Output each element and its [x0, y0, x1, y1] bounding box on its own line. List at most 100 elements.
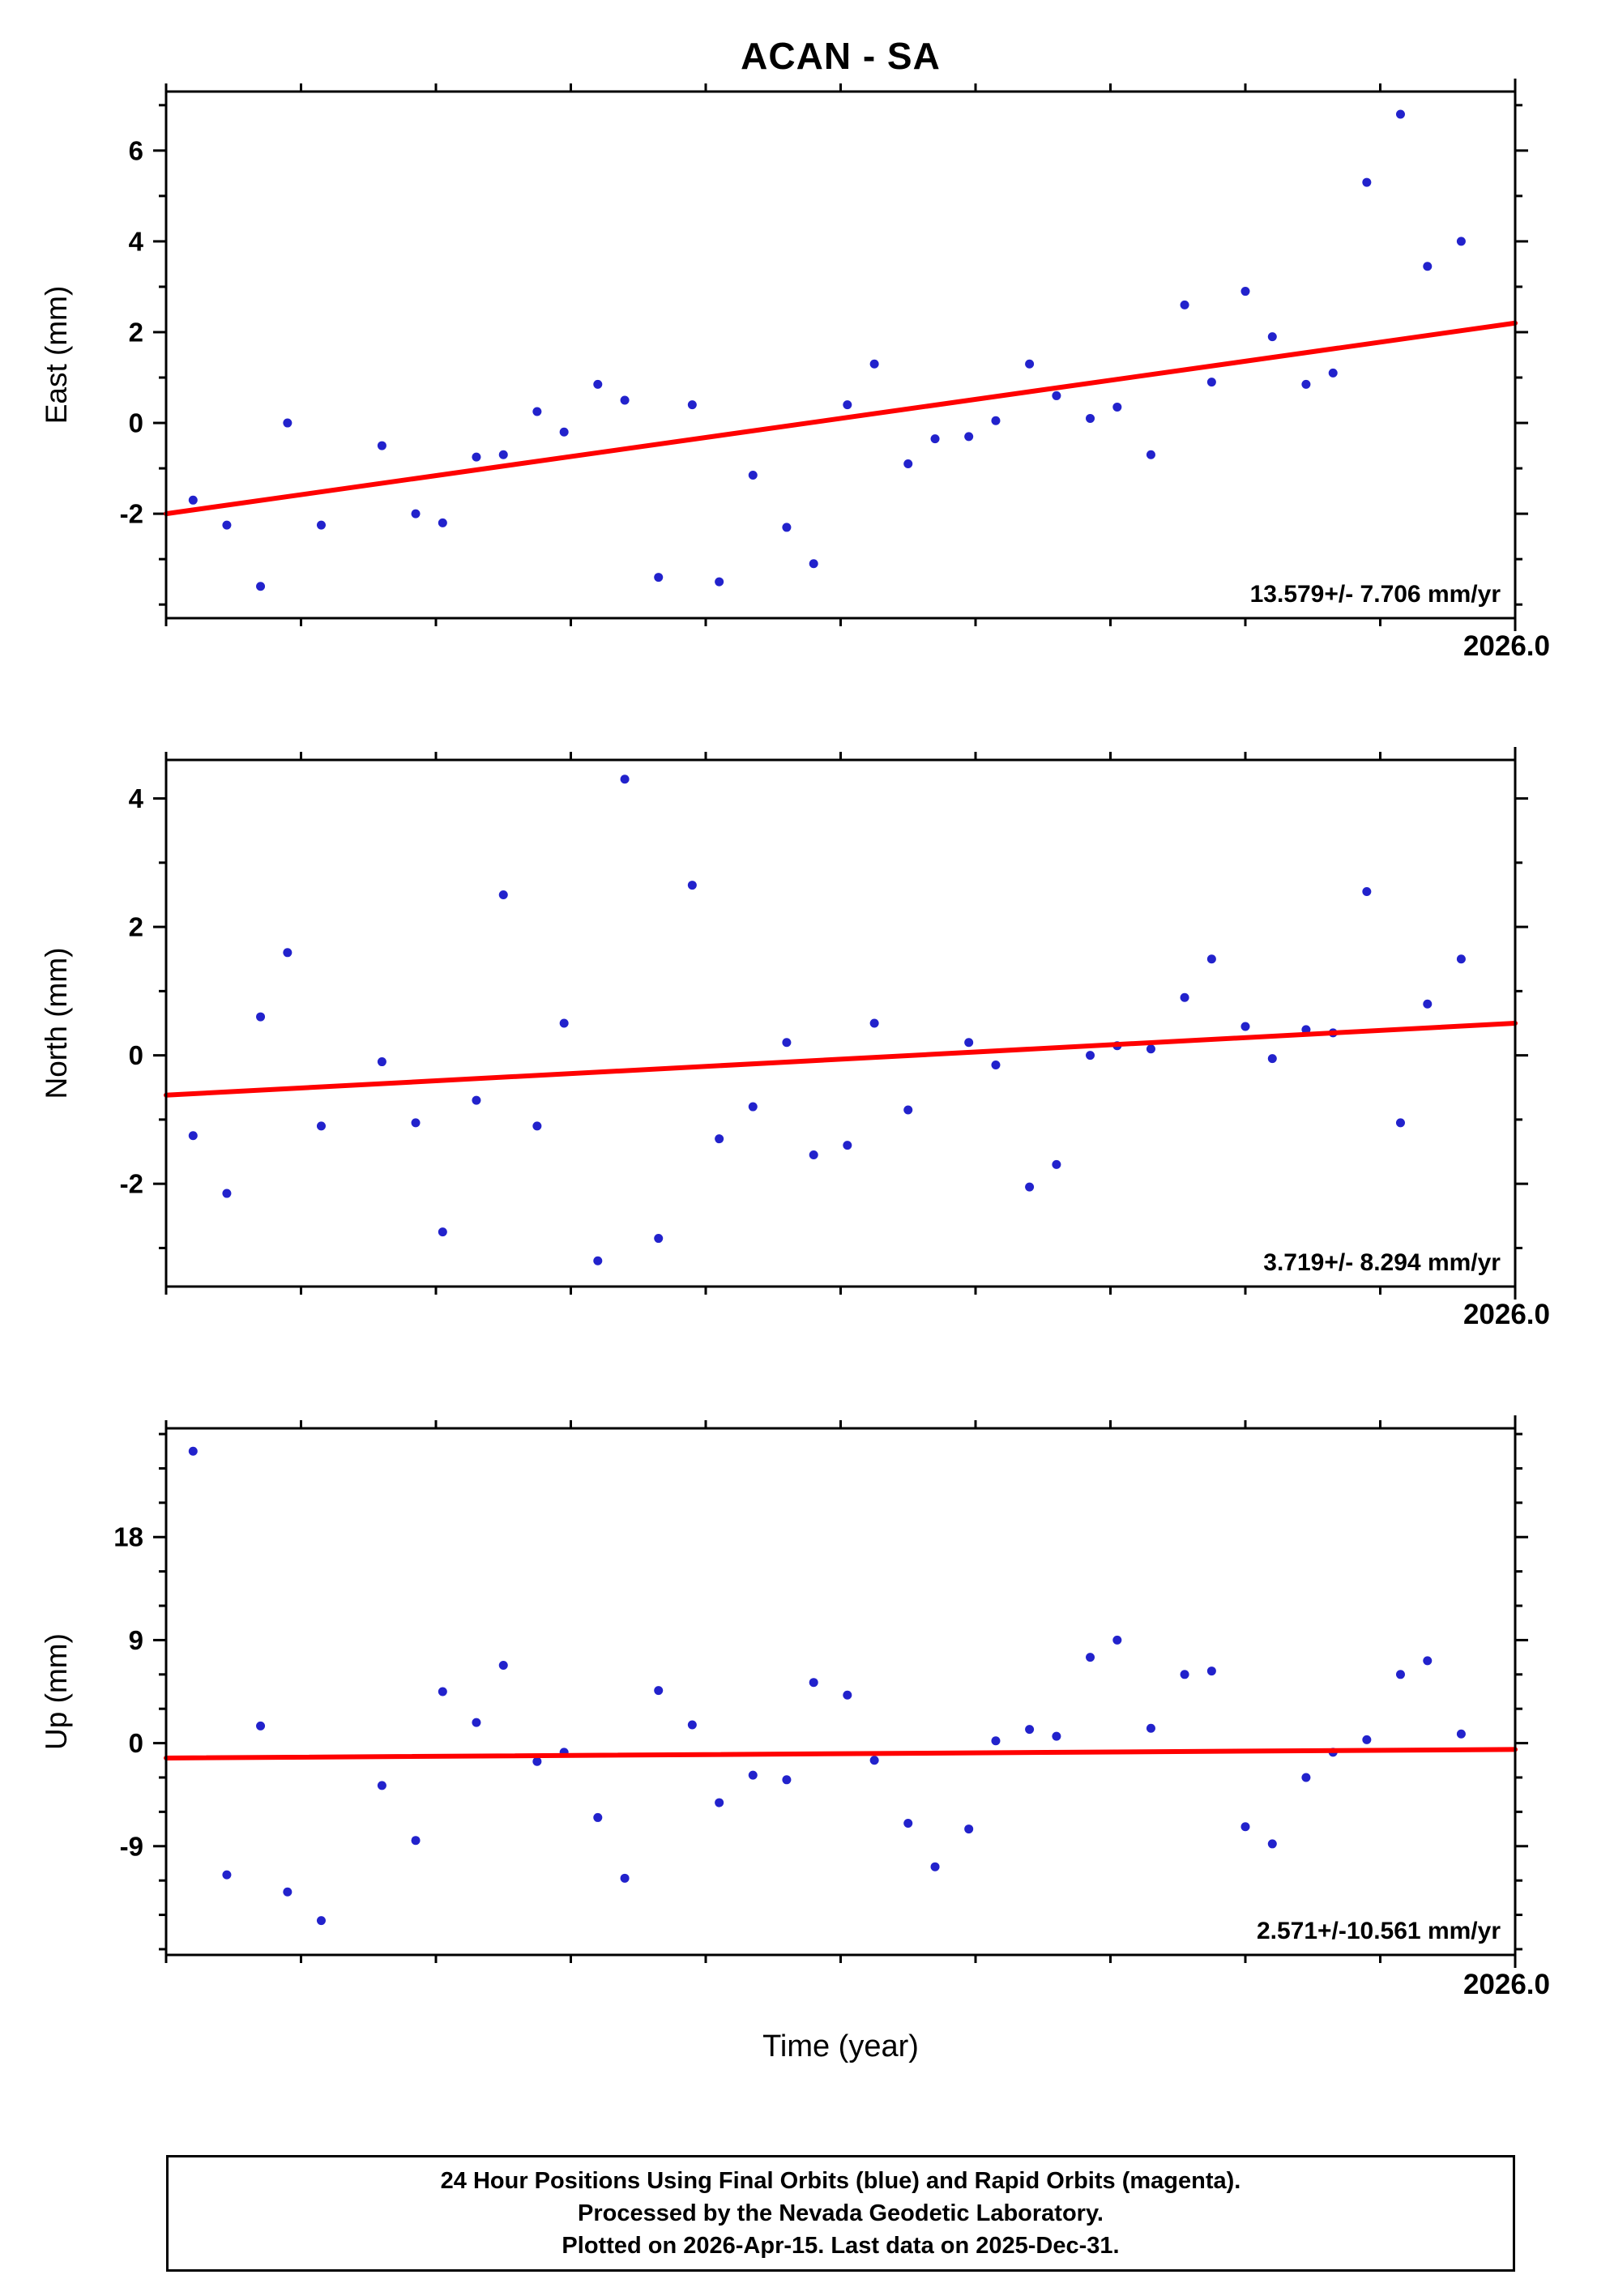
y-tick-label: 6	[129, 135, 143, 165]
data-point	[1362, 1735, 1372, 1744]
data-point	[1267, 1054, 1277, 1064]
data-point	[593, 1256, 603, 1265]
x-axis-title: Time (year)	[762, 2029, 919, 2063]
page-title: ACAN - SA	[741, 35, 941, 77]
data-point	[930, 1862, 940, 1871]
data-point	[748, 470, 758, 480]
y-tick-label: 0	[129, 408, 143, 438]
data-point	[1240, 287, 1250, 297]
data-point	[843, 400, 852, 410]
data-point	[472, 452, 481, 462]
data-point	[991, 1736, 1001, 1746]
data-point	[559, 427, 569, 437]
data-point	[1301, 1773, 1311, 1782]
data-point	[1025, 1182, 1035, 1192]
data-point	[1180, 1670, 1189, 1679]
data-point	[1362, 177, 1372, 187]
data-point	[715, 1134, 724, 1144]
data-point	[715, 577, 724, 587]
data-point	[1146, 1723, 1155, 1733]
data-point	[411, 1118, 421, 1128]
data-point	[498, 1661, 508, 1670]
data-point	[222, 1189, 232, 1198]
data-point	[1086, 1051, 1095, 1061]
data-point	[1301, 379, 1311, 389]
data-point	[222, 1870, 232, 1880]
data-point	[869, 1756, 879, 1765]
data-point	[256, 1721, 266, 1731]
data-point	[532, 1756, 542, 1766]
data-point	[283, 418, 292, 428]
data-point	[654, 1686, 664, 1696]
data-point	[782, 1775, 792, 1785]
data-point	[687, 400, 697, 410]
x-axis-end-label-east: 2026.0	[1462, 630, 1550, 662]
rate-annotation: 13.579+/- 7.706 mm/yr	[1250, 581, 1501, 608]
data-point	[1025, 359, 1035, 369]
data-point	[498, 890, 508, 899]
data-point	[1025, 1725, 1035, 1735]
footer-line-1: 24 Hour Positions Using Final Orbits (bl…	[440, 2167, 1241, 2194]
y-tick-label: 4	[129, 783, 144, 813]
x-axis-end-label-north: 2026.0	[1462, 1299, 1550, 1330]
data-point	[1206, 1667, 1216, 1676]
data-point	[1395, 109, 1405, 119]
data-point	[1362, 887, 1372, 896]
data-point	[1456, 237, 1466, 246]
data-point	[472, 1718, 481, 1727]
data-point	[843, 1141, 852, 1150]
footer-line-2: Processed by the Nevada Geodetic Laborat…	[578, 2200, 1104, 2226]
data-point	[1395, 1118, 1405, 1128]
data-point	[1086, 1653, 1095, 1662]
data-point	[377, 441, 386, 450]
north-panel-plot: -2 0 2 4 3.719+/- 8.294 mm/yr	[120, 747, 1528, 1300]
x-axis-end-label-up: 2026.0	[1462, 1969, 1550, 2000]
data-point	[256, 582, 266, 591]
data-point	[593, 379, 603, 389]
data-point	[715, 1798, 724, 1807]
y-tick-label: 0	[129, 1040, 143, 1070]
data-point	[654, 1234, 664, 1244]
data-point	[438, 1687, 447, 1696]
data-point	[188, 495, 198, 505]
data-point	[1206, 954, 1216, 964]
data-point	[964, 1824, 974, 1834]
panel-border	[164, 1427, 1517, 1957]
y-tick-label: 0	[129, 1728, 143, 1758]
data-point	[188, 1446, 198, 1456]
trend-line	[164, 1747, 1518, 1760]
data-point	[991, 1061, 1001, 1070]
data-point	[991, 416, 1001, 425]
data-point	[843, 1690, 852, 1700]
data-point	[1206, 378, 1216, 387]
data-point	[809, 1150, 818, 1159]
data-point	[593, 1812, 603, 1822]
data-point	[1146, 1044, 1155, 1054]
y-tick-label: 9	[129, 1625, 143, 1655]
data-point	[188, 1131, 198, 1141]
trend-line	[164, 320, 1518, 517]
data-point	[256, 1012, 266, 1022]
data-point	[1328, 368, 1338, 378]
data-point	[620, 395, 630, 405]
y-tick-label: -2	[120, 1169, 143, 1199]
data-point	[438, 1227, 447, 1237]
data-point	[1086, 413, 1095, 423]
data-point	[1052, 390, 1061, 400]
data-point	[1267, 1839, 1277, 1849]
y-tick-label: 2	[129, 317, 143, 347]
data-point	[316, 1916, 326, 1926]
data-point	[1267, 332, 1277, 342]
y-tick-label: 2	[129, 912, 143, 942]
data-point	[748, 1102, 758, 1112]
data-point	[903, 1105, 913, 1115]
data-point	[620, 1873, 630, 1883]
data-point	[472, 1095, 481, 1105]
data-point	[438, 518, 447, 527]
panel-border	[164, 90, 1517, 620]
data-point	[654, 573, 664, 583]
data-point	[782, 1038, 792, 1048]
data-point	[748, 1770, 758, 1780]
data-point	[411, 509, 421, 519]
